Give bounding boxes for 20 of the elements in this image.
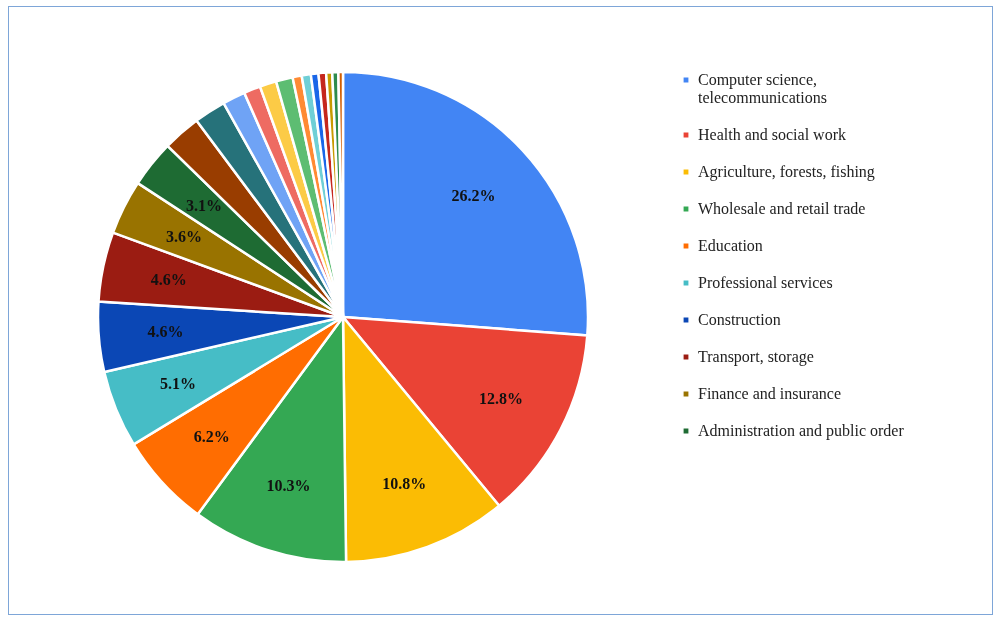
legend-label: Wholesale and retail trade [698, 200, 866, 217]
legend-label: Finance and insurance [698, 385, 842, 402]
data-label: 26.2% [451, 186, 496, 204]
legend-label: Education [698, 237, 763, 254]
data-label: 3.6% [165, 228, 202, 246]
data-label: 4.6% [147, 322, 184, 340]
data-label: 6.2% [193, 428, 230, 446]
data-label: 12.8% [479, 389, 524, 407]
data-label: 4.6% [150, 271, 187, 289]
legend-label: Construction [698, 311, 781, 328]
legend-label: Transport, storage [698, 348, 814, 366]
data-label: 10.8% [382, 475, 427, 493]
data-label: 10.3% [266, 477, 311, 495]
legend-label: Administration and public order [698, 422, 905, 440]
legend-label: Computer science, telecommunications [698, 71, 827, 106]
legend-label: Professional services [698, 274, 833, 291]
legend-label: Agriculture, forests, fishing [698, 163, 875, 181]
legend-label: Health and social work [698, 126, 846, 143]
data-label: 5.1% [160, 375, 197, 393]
data-label: 3.1% [186, 196, 223, 214]
